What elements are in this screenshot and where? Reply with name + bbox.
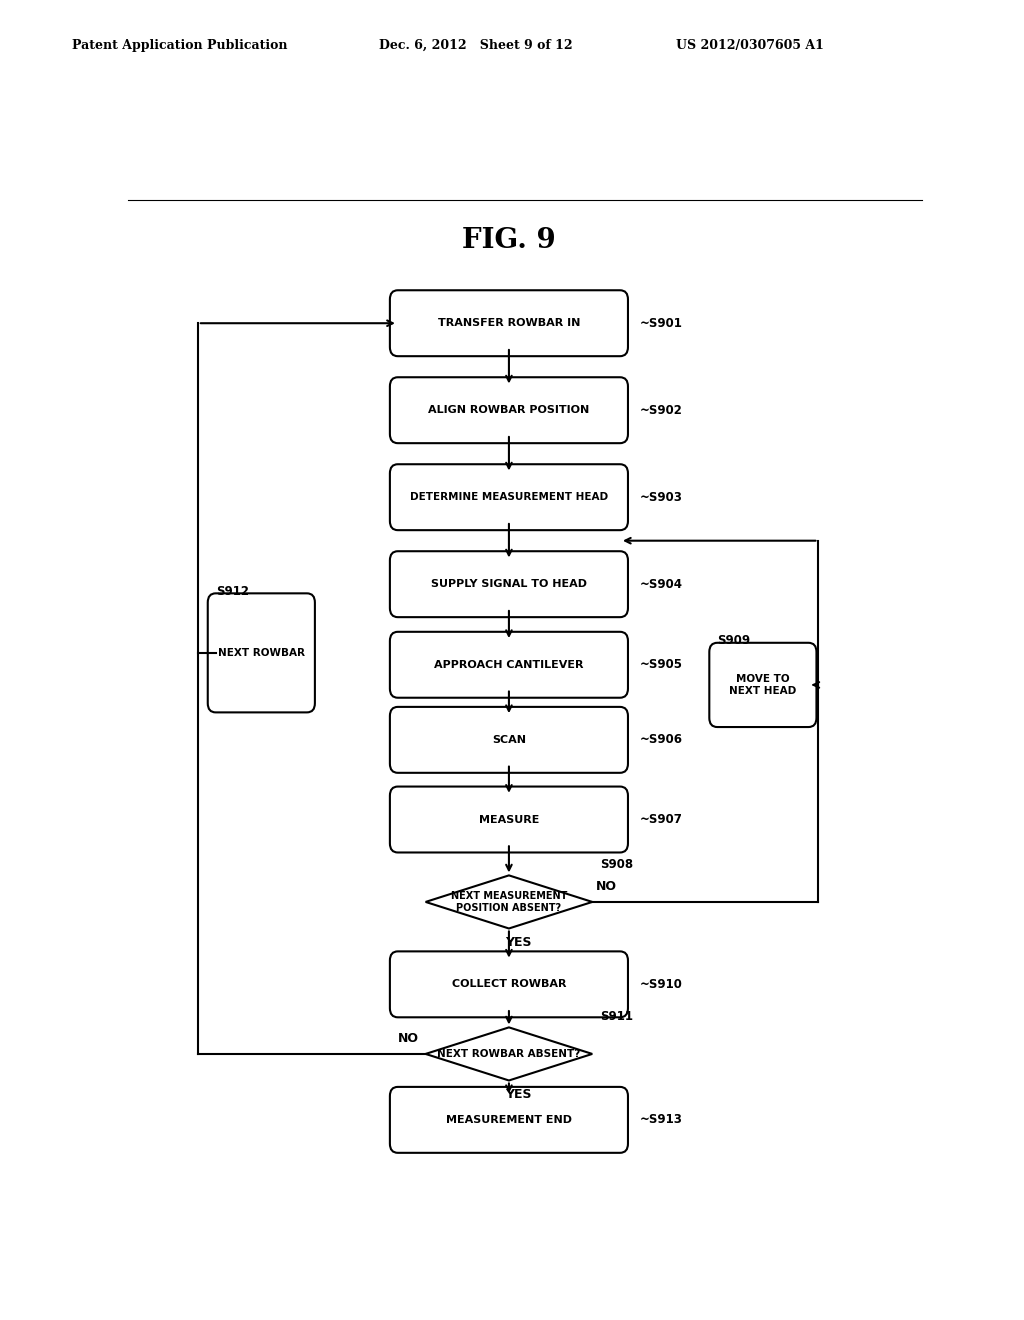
FancyBboxPatch shape bbox=[390, 952, 628, 1018]
Text: YES: YES bbox=[505, 1088, 531, 1101]
FancyBboxPatch shape bbox=[208, 594, 315, 713]
Text: S912: S912 bbox=[216, 585, 249, 598]
FancyBboxPatch shape bbox=[390, 465, 628, 531]
Text: ~S910: ~S910 bbox=[640, 978, 683, 991]
Polygon shape bbox=[426, 1027, 592, 1081]
Text: ~S901: ~S901 bbox=[640, 317, 683, 330]
FancyBboxPatch shape bbox=[390, 552, 628, 618]
FancyBboxPatch shape bbox=[390, 1086, 628, 1152]
Text: NO: NO bbox=[596, 879, 617, 892]
Text: ~S913: ~S913 bbox=[640, 1113, 683, 1126]
Text: ~S905: ~S905 bbox=[640, 659, 683, 672]
Text: MOVE TO
NEXT HEAD: MOVE TO NEXT HEAD bbox=[729, 675, 797, 696]
FancyBboxPatch shape bbox=[390, 708, 628, 772]
FancyBboxPatch shape bbox=[710, 643, 816, 727]
Text: APPROACH CANTILEVER: APPROACH CANTILEVER bbox=[434, 660, 584, 669]
Polygon shape bbox=[426, 875, 592, 928]
Text: ~S906: ~S906 bbox=[640, 734, 683, 746]
Text: ~S904: ~S904 bbox=[640, 578, 683, 590]
Text: COLLECT ROWBAR: COLLECT ROWBAR bbox=[452, 979, 566, 989]
Text: DETERMINE MEASUREMENT HEAD: DETERMINE MEASUREMENT HEAD bbox=[410, 492, 608, 502]
Text: SCAN: SCAN bbox=[492, 735, 526, 744]
Text: FIG. 9: FIG. 9 bbox=[462, 227, 556, 255]
Text: US 2012/0307605 A1: US 2012/0307605 A1 bbox=[676, 38, 823, 51]
FancyBboxPatch shape bbox=[390, 787, 628, 853]
Text: MEASUREMENT END: MEASUREMENT END bbox=[445, 1115, 572, 1125]
Text: NEXT ROWBAR: NEXT ROWBAR bbox=[218, 648, 305, 657]
Text: ~S903: ~S903 bbox=[640, 491, 683, 504]
Text: YES: YES bbox=[505, 936, 531, 949]
Text: NO: NO bbox=[398, 1032, 419, 1044]
Text: SUPPLY SIGNAL TO HEAD: SUPPLY SIGNAL TO HEAD bbox=[431, 579, 587, 589]
Text: NEXT ROWBAR ABSENT?: NEXT ROWBAR ABSENT? bbox=[437, 1049, 581, 1059]
Text: S909: S909 bbox=[717, 635, 751, 647]
Text: NEXT MEASUREMENT
POSITION ABSENT?: NEXT MEASUREMENT POSITION ABSENT? bbox=[451, 891, 567, 912]
Text: ~S907: ~S907 bbox=[640, 813, 683, 826]
Text: TRANSFER ROWBAR IN: TRANSFER ROWBAR IN bbox=[437, 318, 581, 329]
FancyBboxPatch shape bbox=[390, 378, 628, 444]
Text: MEASURE: MEASURE bbox=[479, 814, 539, 825]
FancyBboxPatch shape bbox=[390, 632, 628, 698]
Text: Dec. 6, 2012   Sheet 9 of 12: Dec. 6, 2012 Sheet 9 of 12 bbox=[379, 38, 572, 51]
Text: Patent Application Publication: Patent Application Publication bbox=[72, 38, 287, 51]
Text: S911: S911 bbox=[600, 1010, 633, 1023]
Text: ~S902: ~S902 bbox=[640, 404, 683, 417]
Text: S908: S908 bbox=[600, 858, 633, 871]
Text: ALIGN ROWBAR POSITION: ALIGN ROWBAR POSITION bbox=[428, 405, 590, 416]
FancyBboxPatch shape bbox=[390, 290, 628, 356]
